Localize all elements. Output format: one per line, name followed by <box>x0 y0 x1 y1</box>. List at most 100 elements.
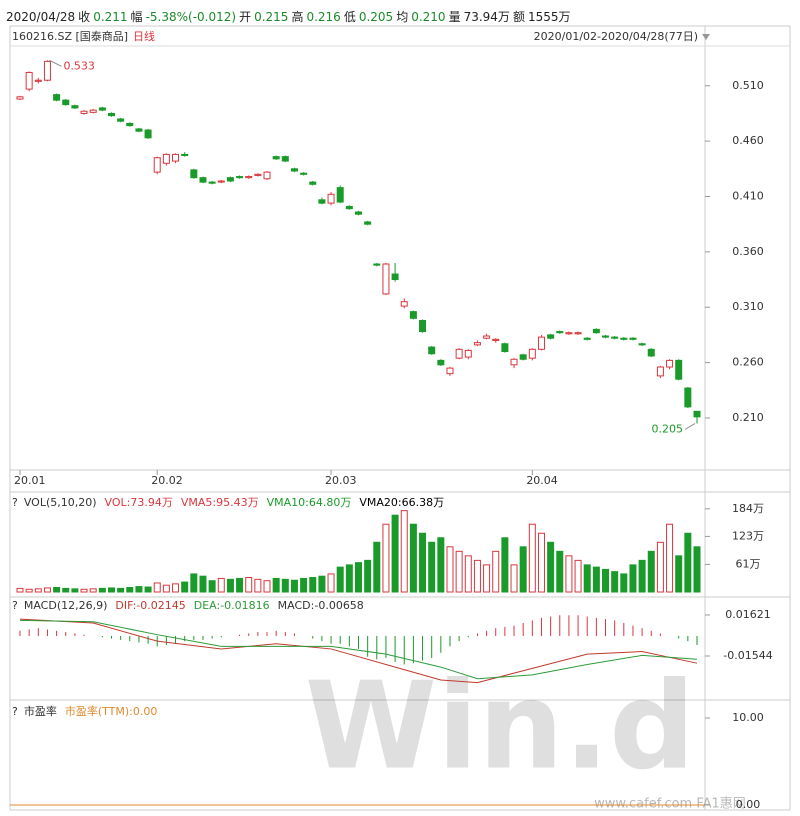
y-tick-label: 184万 <box>732 502 764 515</box>
min-pointer <box>684 423 696 430</box>
legend-item: DEA:-0.01816 <box>194 599 270 612</box>
volume-bar <box>602 568 610 593</box>
candle-body <box>602 335 610 338</box>
header-value: -5.38%(-0.012) <box>145 10 237 24</box>
volume-bar <box>263 580 271 593</box>
header-label: 幅 <box>130 10 143 24</box>
candle-body <box>583 337 591 340</box>
volume-bar <box>71 588 79 593</box>
header: 2020/04/28 收 0.211 幅 -5.38%(-0.012) 开 0.215 高 0.… <box>6 8 577 25</box>
candle-body <box>144 129 152 139</box>
y-tick-label: 0.510 <box>732 79 764 92</box>
max-pointer <box>49 59 62 67</box>
volume-bar <box>309 577 317 593</box>
y-tick-label: 0.210 <box>732 411 764 424</box>
candle-body <box>428 346 436 355</box>
candle-body <box>89 109 97 113</box>
candle-body <box>43 60 51 81</box>
y-tick-label: 0.00 <box>736 798 761 811</box>
candle-body <box>98 107 106 111</box>
volume-bar <box>428 541 436 593</box>
volume-bar <box>345 564 353 593</box>
candle-body <box>446 367 454 375</box>
candle-body <box>126 122 134 127</box>
candle-body <box>80 110 88 114</box>
candle-body <box>345 205 353 210</box>
volume-bar <box>327 573 335 593</box>
volume-bar <box>80 588 88 593</box>
legend-item: DIF:-0.02145 <box>115 599 185 612</box>
header-value: 0.216 <box>306 10 341 24</box>
header-label: 均 <box>396 10 409 24</box>
y-tick-label: 0.01621 <box>725 608 771 621</box>
header-value: 1555万 <box>527 10 571 24</box>
candle-body <box>556 331 564 334</box>
volume-bar <box>181 581 189 593</box>
volume-bar <box>409 523 417 593</box>
header-value: 0.205 <box>358 10 394 24</box>
volume-bar <box>574 559 582 593</box>
candle-body <box>226 177 234 182</box>
footer-watermark: www.cafef.com FA1惠网 <box>594 797 746 812</box>
candle-body <box>373 263 381 266</box>
candle-body <box>638 343 646 346</box>
period: 日线 <box>133 29 155 43</box>
y-tick-label: 0.410 <box>732 189 764 202</box>
volume-bar <box>483 564 491 593</box>
candle-body <box>492 338 500 341</box>
date: 2020/04/28 <box>6 10 76 24</box>
candle-body <box>510 358 518 366</box>
min-label: 0.205 <box>652 422 684 435</box>
volume-bar <box>666 523 674 593</box>
volume-bar <box>153 582 161 593</box>
legend-item: 市盈率 <box>24 704 57 718</box>
header-value: 0.210 <box>411 10 446 24</box>
candle-body <box>647 348 655 357</box>
volume-bar <box>254 578 262 593</box>
volume-bar <box>98 587 106 593</box>
candle-body <box>208 181 216 184</box>
header-label: 额 <box>512 10 525 24</box>
volume-bar <box>391 514 399 593</box>
candle-body <box>528 348 536 359</box>
header-value: 73.94万 <box>463 10 510 24</box>
code: 160216.SZ [国泰商品] <box>12 29 128 43</box>
x-tick-label: 20.01 <box>14 474 46 487</box>
volume-bar <box>382 523 390 593</box>
volume-bar <box>34 588 42 593</box>
volume-bar <box>647 550 655 593</box>
candle-body <box>300 172 308 175</box>
candle-body <box>620 337 628 340</box>
volume-bar <box>620 573 628 593</box>
volume-bar <box>236 577 244 593</box>
candle-body <box>574 332 582 335</box>
candle-body <box>565 332 573 335</box>
candle-body <box>483 335 491 339</box>
candle-body <box>391 273 399 281</box>
candle-body <box>162 153 170 164</box>
volume-bar <box>656 541 664 593</box>
volume-bar <box>89 588 97 593</box>
volume-bar <box>226 578 234 593</box>
legend-item: VMA10:64.80万 <box>267 496 352 509</box>
candle-body <box>107 112 115 117</box>
volume-bar <box>43 587 51 593</box>
header-label: 开 <box>239 10 252 24</box>
macd-line <box>19 618 698 684</box>
volume-bar <box>355 562 362 593</box>
volume-bar <box>272 577 280 593</box>
volume-bar <box>547 541 555 593</box>
legend-item: MACD(12,26,9) <box>24 599 108 612</box>
y-tick-label: 0.310 <box>732 300 764 313</box>
candle-body <box>666 359 674 368</box>
volume-bar <box>473 559 481 593</box>
volume-bar <box>437 537 445 593</box>
candle-body <box>190 169 198 179</box>
range[interactable]: 2020/01/02-2020/04/28(77日) <box>534 30 698 43</box>
volume-bar <box>25 588 33 593</box>
legend-item: MACD:-0.00658 <box>278 599 364 612</box>
volume-bar <box>300 577 308 593</box>
volume-bar <box>117 587 125 593</box>
dropdown-icon[interactable] <box>702 34 710 40</box>
